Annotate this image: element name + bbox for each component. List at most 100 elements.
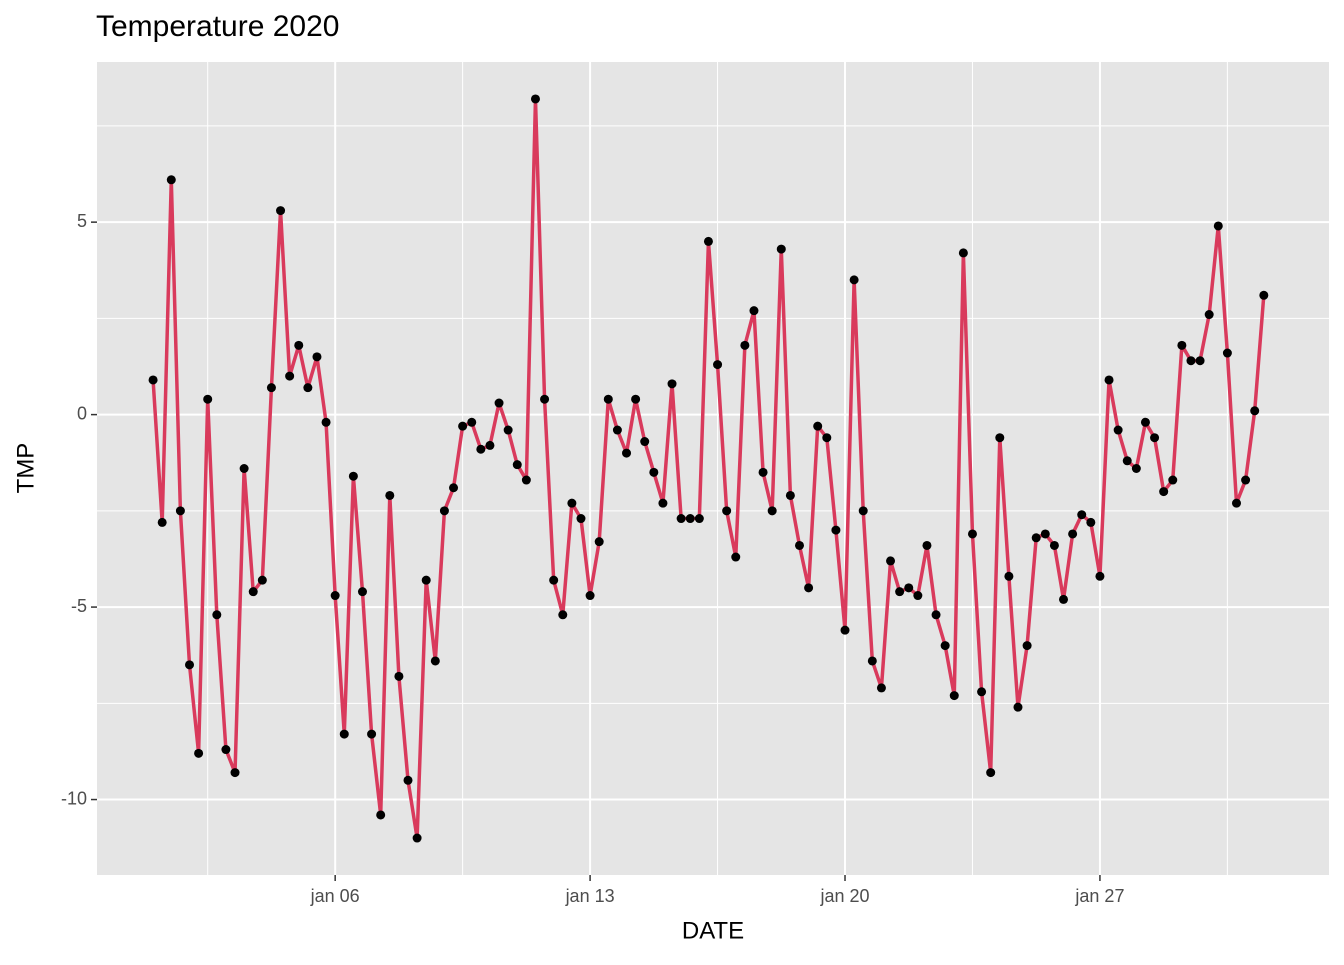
point [421,575,431,585]
point [1004,571,1014,581]
point [266,383,276,393]
point [913,591,923,601]
point [494,398,504,408]
point [339,729,349,739]
point [1241,475,1251,485]
point [1231,498,1241,508]
point [1131,464,1141,473]
point [904,583,914,593]
point [239,464,249,473]
point [622,448,632,458]
point [986,768,996,778]
x-tick-label: jan 13 [565,886,615,906]
point [430,656,440,666]
point [612,425,622,435]
point [1177,340,1187,350]
point [576,514,586,524]
point [703,236,713,246]
point [230,768,240,778]
point [1122,456,1132,466]
point [1186,356,1196,366]
panel [97,62,1329,875]
y-tick-label: -10 [61,788,87,808]
point [977,687,987,697]
point [731,552,741,562]
point [558,610,568,620]
point [257,575,267,585]
point [385,490,395,500]
point [1250,406,1260,416]
point [785,490,795,500]
point [248,587,258,597]
point [585,591,595,601]
point [813,421,823,431]
point [1213,221,1223,231]
point [512,460,522,470]
point [439,506,449,516]
point [367,729,377,739]
point [1031,533,1041,543]
point [895,587,905,597]
point [203,394,213,404]
point [1159,487,1169,497]
point [530,94,540,104]
point [276,206,286,216]
point [294,340,304,350]
point [949,691,959,701]
point [1204,310,1214,320]
point [567,498,577,508]
point [1059,594,1069,604]
point [749,306,759,316]
point [166,175,176,185]
y-tick-label: -5 [71,596,87,616]
point [658,498,668,508]
point [449,483,459,493]
point [1049,540,1059,550]
point [995,433,1005,443]
point [940,641,950,651]
point [1022,641,1032,651]
point [394,671,404,681]
point [676,514,686,524]
y-axis-title: TMP [12,443,39,494]
point [649,467,659,477]
point [1140,417,1150,427]
point [758,467,768,477]
point [148,375,158,385]
point [1222,348,1232,358]
point [713,360,723,370]
point [958,248,968,258]
point [194,748,204,758]
point [1077,510,1087,520]
point [931,610,941,620]
point [594,537,604,547]
point [348,471,358,481]
point [549,575,559,585]
x-axis-title: DATE [682,917,744,944]
point [858,506,868,516]
point [822,433,832,443]
x-tick-label: jan 06 [310,886,360,906]
point [312,352,322,362]
point [1150,433,1160,443]
point [285,371,295,381]
point [1195,356,1205,366]
point [603,394,613,404]
chart-title: Temperature 2020 [96,10,340,43]
point [1086,517,1096,527]
point [876,683,886,693]
point [740,340,750,350]
point [330,591,340,601]
point [1104,375,1114,385]
point [694,514,704,524]
point [175,506,185,516]
marks [148,94,1269,843]
point [767,506,777,516]
point [185,660,195,670]
point [476,444,486,454]
x-tick-label: jan 20 [819,886,869,906]
point [458,421,468,431]
y-tick-label: 5 [77,211,87,231]
point [640,437,650,447]
